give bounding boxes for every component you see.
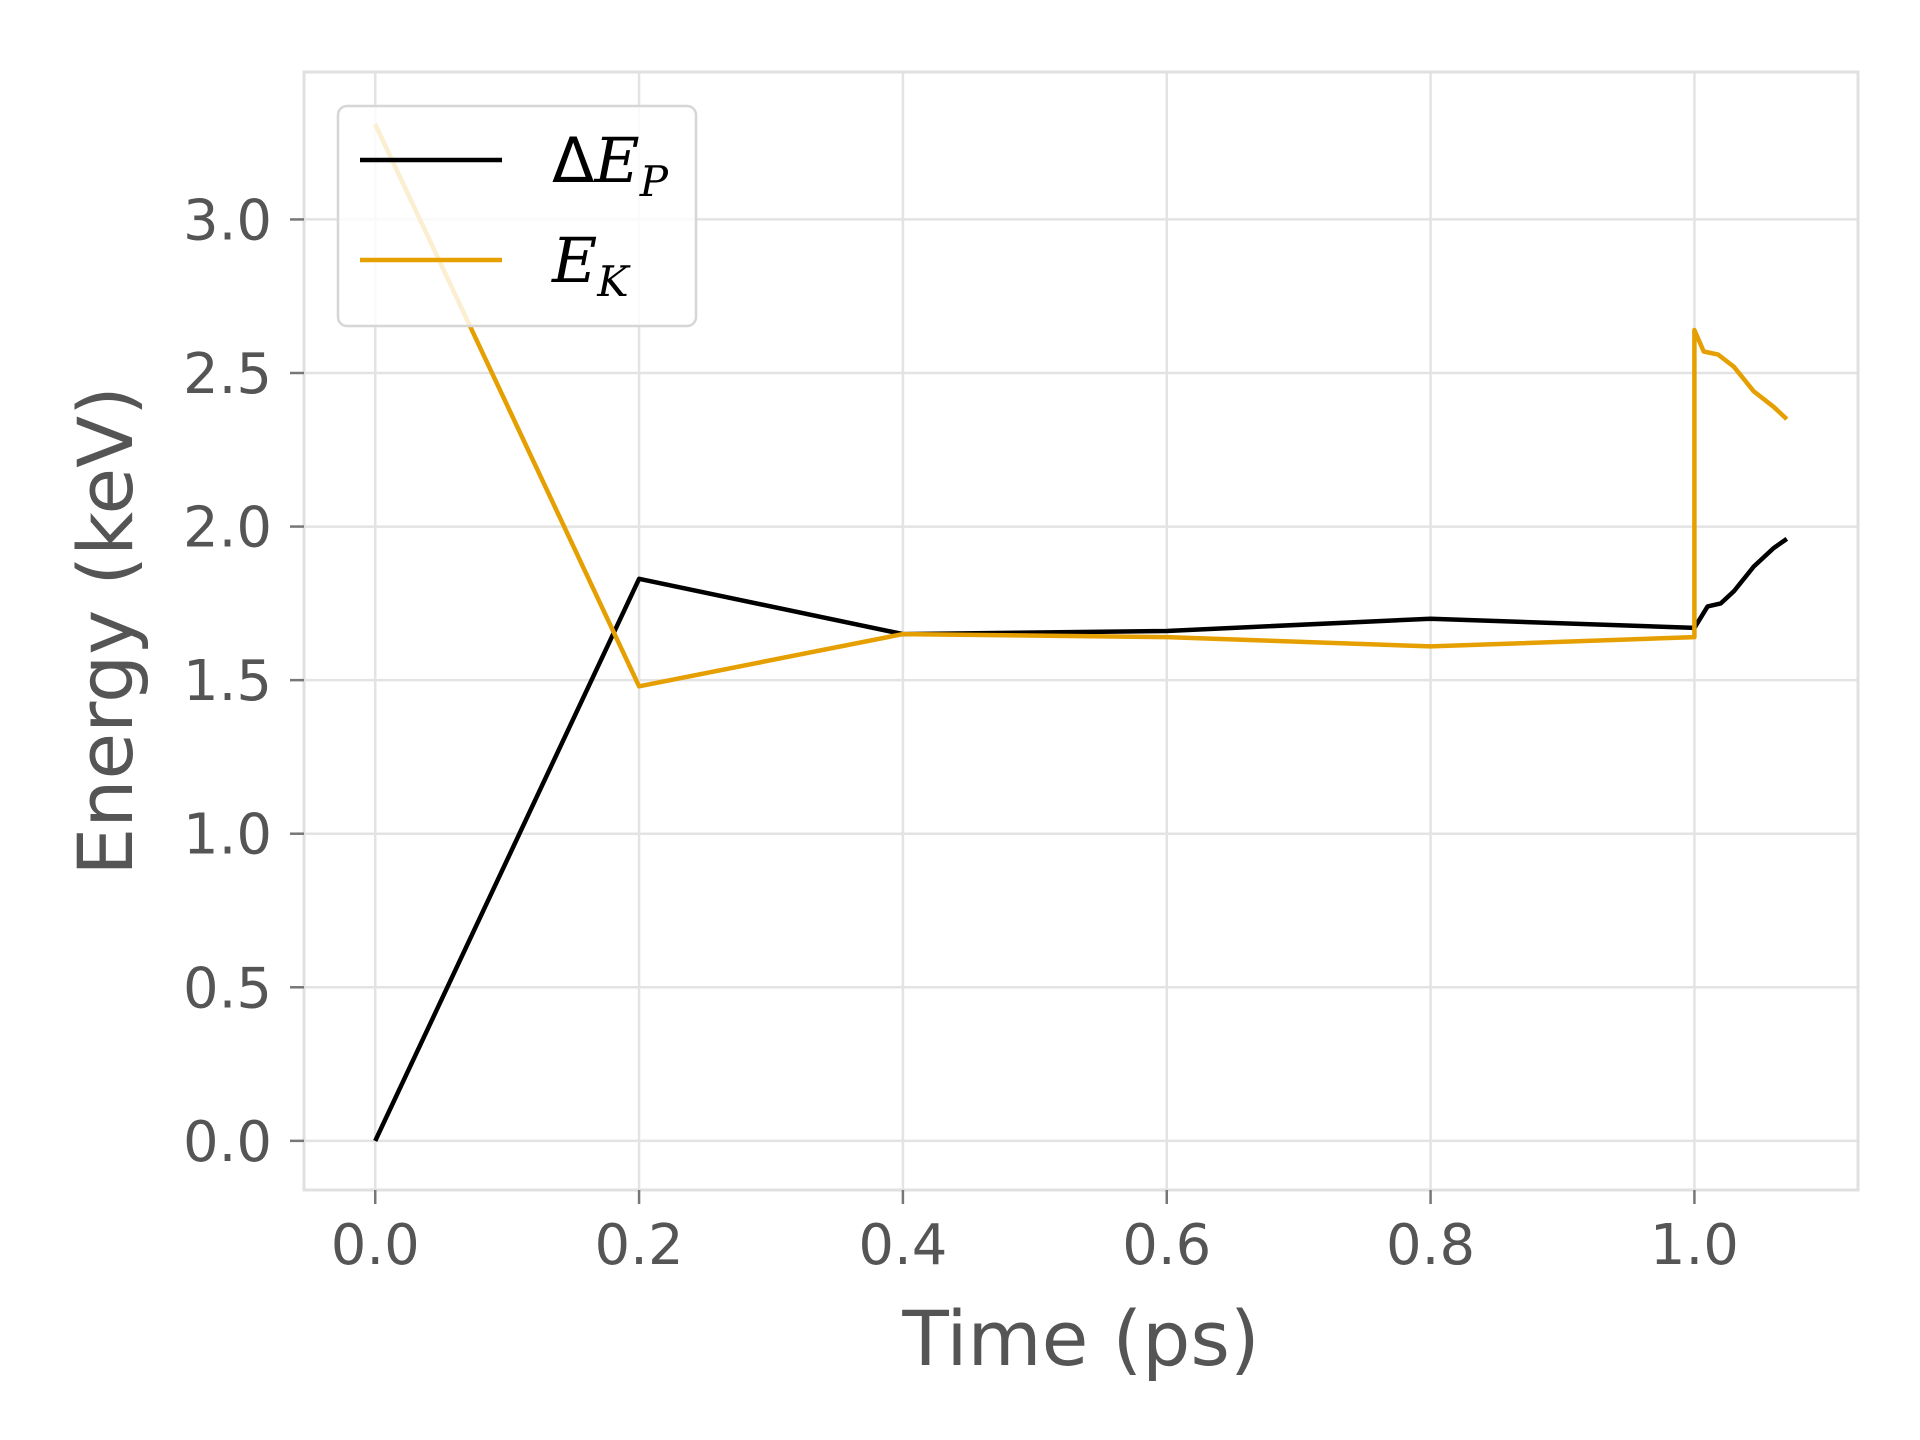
legend-entry-2: EK	[551, 224, 631, 306]
y-axis-ticks: 0.0 0.5 1.0 1.5 2.0 2.5 3.0	[183, 188, 304, 1175]
legend-entry-1: ΔEP	[552, 124, 669, 206]
x-tick-label: 0.6	[1122, 1213, 1211, 1278]
legend: ΔEP EK	[336, 104, 698, 328]
series	[373, 123, 1789, 1142]
x-tick-label: 0.4	[858, 1213, 947, 1278]
y-tick-label: 2.5	[183, 342, 272, 407]
y-tick-label: 2.0	[183, 496, 272, 561]
x-tick-label: 1.0	[1650, 1213, 1739, 1278]
x-tick-label: 0.2	[595, 1213, 684, 1278]
x-axis-ticks: 0.0 0.2 0.4 0.6 0.8 1.0	[331, 1190, 1739, 1278]
y-axis-label: Energy (keV)	[61, 386, 150, 876]
legend-box	[336, 104, 698, 328]
y-tick-label: 0.5	[183, 956, 272, 1021]
series-line-1	[373, 537, 1789, 1142]
y-tick-label: 1.5	[183, 649, 272, 714]
plot-frame	[302, 70, 1860, 1192]
y-tick-label: 0.0	[183, 1110, 272, 1175]
series-line-2	[373, 123, 1789, 689]
x-tick-label: 0.0	[331, 1213, 420, 1278]
y-tick-label: 3.0	[183, 188, 272, 253]
y-tick-label: 1.0	[183, 803, 272, 868]
x-axis-label: Time (ps)	[901, 1294, 1259, 1383]
x-tick-label: 0.8	[1386, 1213, 1475, 1278]
